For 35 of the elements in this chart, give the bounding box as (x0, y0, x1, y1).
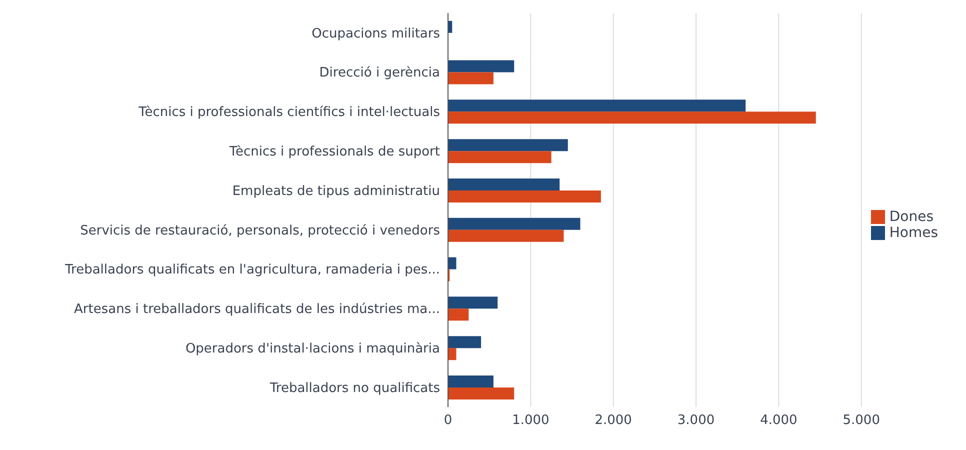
bar (448, 336, 482, 348)
bar (448, 190, 601, 202)
bar (448, 348, 456, 360)
y-tick-label: Servicis de restauració, personals, protecció i venedors (80, 223, 440, 238)
y-tick-label: Direcció i gerència (319, 66, 440, 81)
x-tick-label: 3.000 (677, 413, 715, 428)
bar (448, 387, 514, 400)
x-tick-label: 4.000 (760, 413, 798, 428)
y-tick-label: Tècnics i professionals de suport (228, 144, 440, 160)
y-tick-label: Artesans i treballadors qualificats de les indústries ma... (74, 302, 440, 318)
bar (448, 100, 746, 112)
bar (448, 151, 552, 164)
bar (448, 178, 560, 190)
bar (448, 60, 514, 72)
bar (448, 296, 498, 309)
y-tick-label: Tècnics i professionals científics i intel·lectuals (138, 105, 440, 120)
bar (448, 308, 469, 321)
bar (448, 375, 494, 388)
legend-label: Homes (889, 225, 938, 241)
legend-label: Dones (889, 209, 934, 225)
y-tick-label: Empleats de tipus administratiu (232, 184, 440, 199)
bar (448, 230, 564, 242)
x-tick-label: 5.000 (842, 413, 880, 428)
bar (448, 139, 568, 152)
bar (448, 257, 456, 270)
x-tick-label: 1.000 (512, 413, 550, 428)
bar (448, 72, 494, 84)
y-tick-label: Treballadors qualificats en l'agricultura, ramaderia i pes... (64, 262, 440, 278)
x-tick-label: 2.000 (594, 413, 632, 428)
y-tick-label: Ocupacions militars (312, 26, 440, 42)
bar (448, 112, 816, 124)
y-tick-label: Treballadors no qualificats (268, 380, 440, 396)
y-tick-label: Operadors d'instal·lacions i maquinària (185, 342, 440, 357)
bar (448, 218, 580, 230)
x-tick-label: 0 (444, 413, 452, 428)
